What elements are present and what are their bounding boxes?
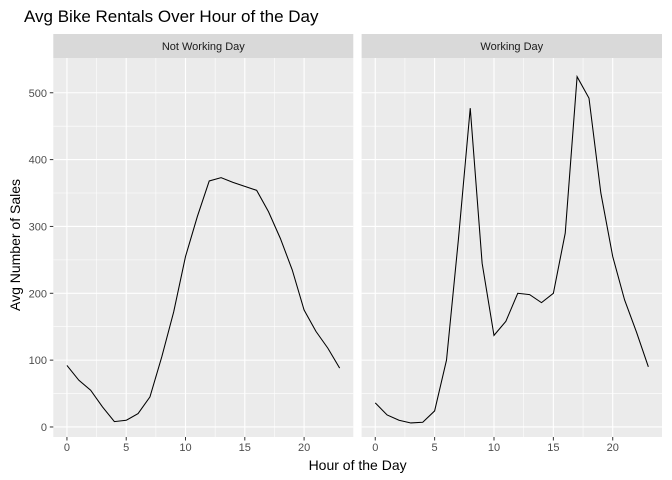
y-tick-label: 0 xyxy=(41,422,47,434)
y-tick-label: 100 xyxy=(29,355,47,367)
series-line-working-day xyxy=(374,74,649,424)
facet-panel-not-working-day xyxy=(53,58,354,437)
y-tick-label: 200 xyxy=(29,288,47,300)
x-tick-label: 0 xyxy=(372,442,378,454)
x-tick-label: 10 xyxy=(488,442,500,454)
facet-strip-label-not-working-day: Not Working Day xyxy=(162,41,245,53)
x-tick-label: 20 xyxy=(607,442,619,454)
y-axis: 0 100 200 300 400 500 xyxy=(29,88,54,434)
facet-grid-working-day xyxy=(361,58,662,437)
x-tick-label: 15 xyxy=(547,442,559,454)
chart-title: Avg Bike Rentals Over Hour of the Day xyxy=(24,7,319,26)
y-tick-label: 500 xyxy=(29,88,47,100)
x-tick-label: 15 xyxy=(239,442,251,454)
facet-strip-not-working-day xyxy=(53,34,354,58)
facet-panel-working-day xyxy=(361,58,662,437)
x-tick-label: 10 xyxy=(179,442,191,454)
x-axis-working-day: 0 5 10 15 20 xyxy=(372,437,619,454)
facet-strip-label-working-day: Working Day xyxy=(480,41,543,53)
x-tick-label: 5 xyxy=(123,442,129,454)
x-tick-label: 0 xyxy=(64,442,70,454)
y-axis-title: Avg Number of Sales xyxy=(7,179,23,311)
series-line-not-working-day xyxy=(66,177,341,423)
facet-strip-working-day xyxy=(361,34,662,58)
x-axis-title: Hour of the Day xyxy=(309,457,407,473)
x-axis-not-working-day: 0 5 10 15 20 xyxy=(64,437,310,454)
y-tick-label: 300 xyxy=(29,221,47,233)
facet-grid-not-working-day xyxy=(53,58,354,437)
y-tick-label: 400 xyxy=(29,155,47,167)
x-tick-label: 5 xyxy=(432,442,438,454)
x-tick-label: 20 xyxy=(298,442,310,454)
